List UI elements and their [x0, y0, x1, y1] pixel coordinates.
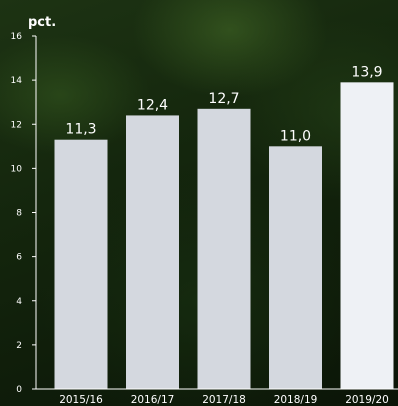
y-tick-label: 14 — [11, 76, 23, 86]
y-tick-label: 6 — [16, 253, 22, 263]
data-label: 11,3 — [65, 122, 96, 138]
y-tick-label: 10 — [11, 164, 23, 174]
data-label: 12,7 — [208, 91, 239, 107]
data-label: 11,0 — [280, 128, 311, 144]
category-label: 2019/20 — [345, 394, 389, 406]
y-tick-label: 4 — [16, 297, 22, 307]
bar-2015-16 — [54, 139, 108, 389]
category-labels-group: 2015/16 2016/17 2017/18 2018/19 2019/20 — [59, 394, 389, 406]
y-tick-label: 16 — [11, 32, 23, 42]
category-label: 2015/16 — [59, 394, 103, 406]
y-axis-unit-label: pct. — [28, 15, 56, 30]
data-labels-group: 11,3 12,4 12,7 11,0 13,9 — [65, 64, 382, 144]
bar-2019-20 — [340, 82, 394, 390]
y-axis-ticks: 0 2 4 6 8 10 12 14 16 — [11, 32, 36, 395]
category-label: 2016/17 — [131, 394, 175, 406]
bar-2018-19 — [269, 146, 322, 389]
y-tick-label: 12 — [11, 120, 22, 130]
y-tick-label: 2 — [16, 341, 22, 351]
bar-2017-18 — [197, 108, 251, 390]
y-tick-label: 8 — [16, 209, 22, 219]
data-label: 13,9 — [351, 64, 382, 80]
category-label: 2018/19 — [274, 394, 318, 406]
data-label: 12,4 — [137, 97, 168, 113]
category-label: 2017/18 — [202, 394, 246, 406]
y-tick-label: 0 — [16, 385, 22, 395]
bars-group — [54, 82, 394, 390]
bar-2016-17 — [126, 115, 179, 390]
